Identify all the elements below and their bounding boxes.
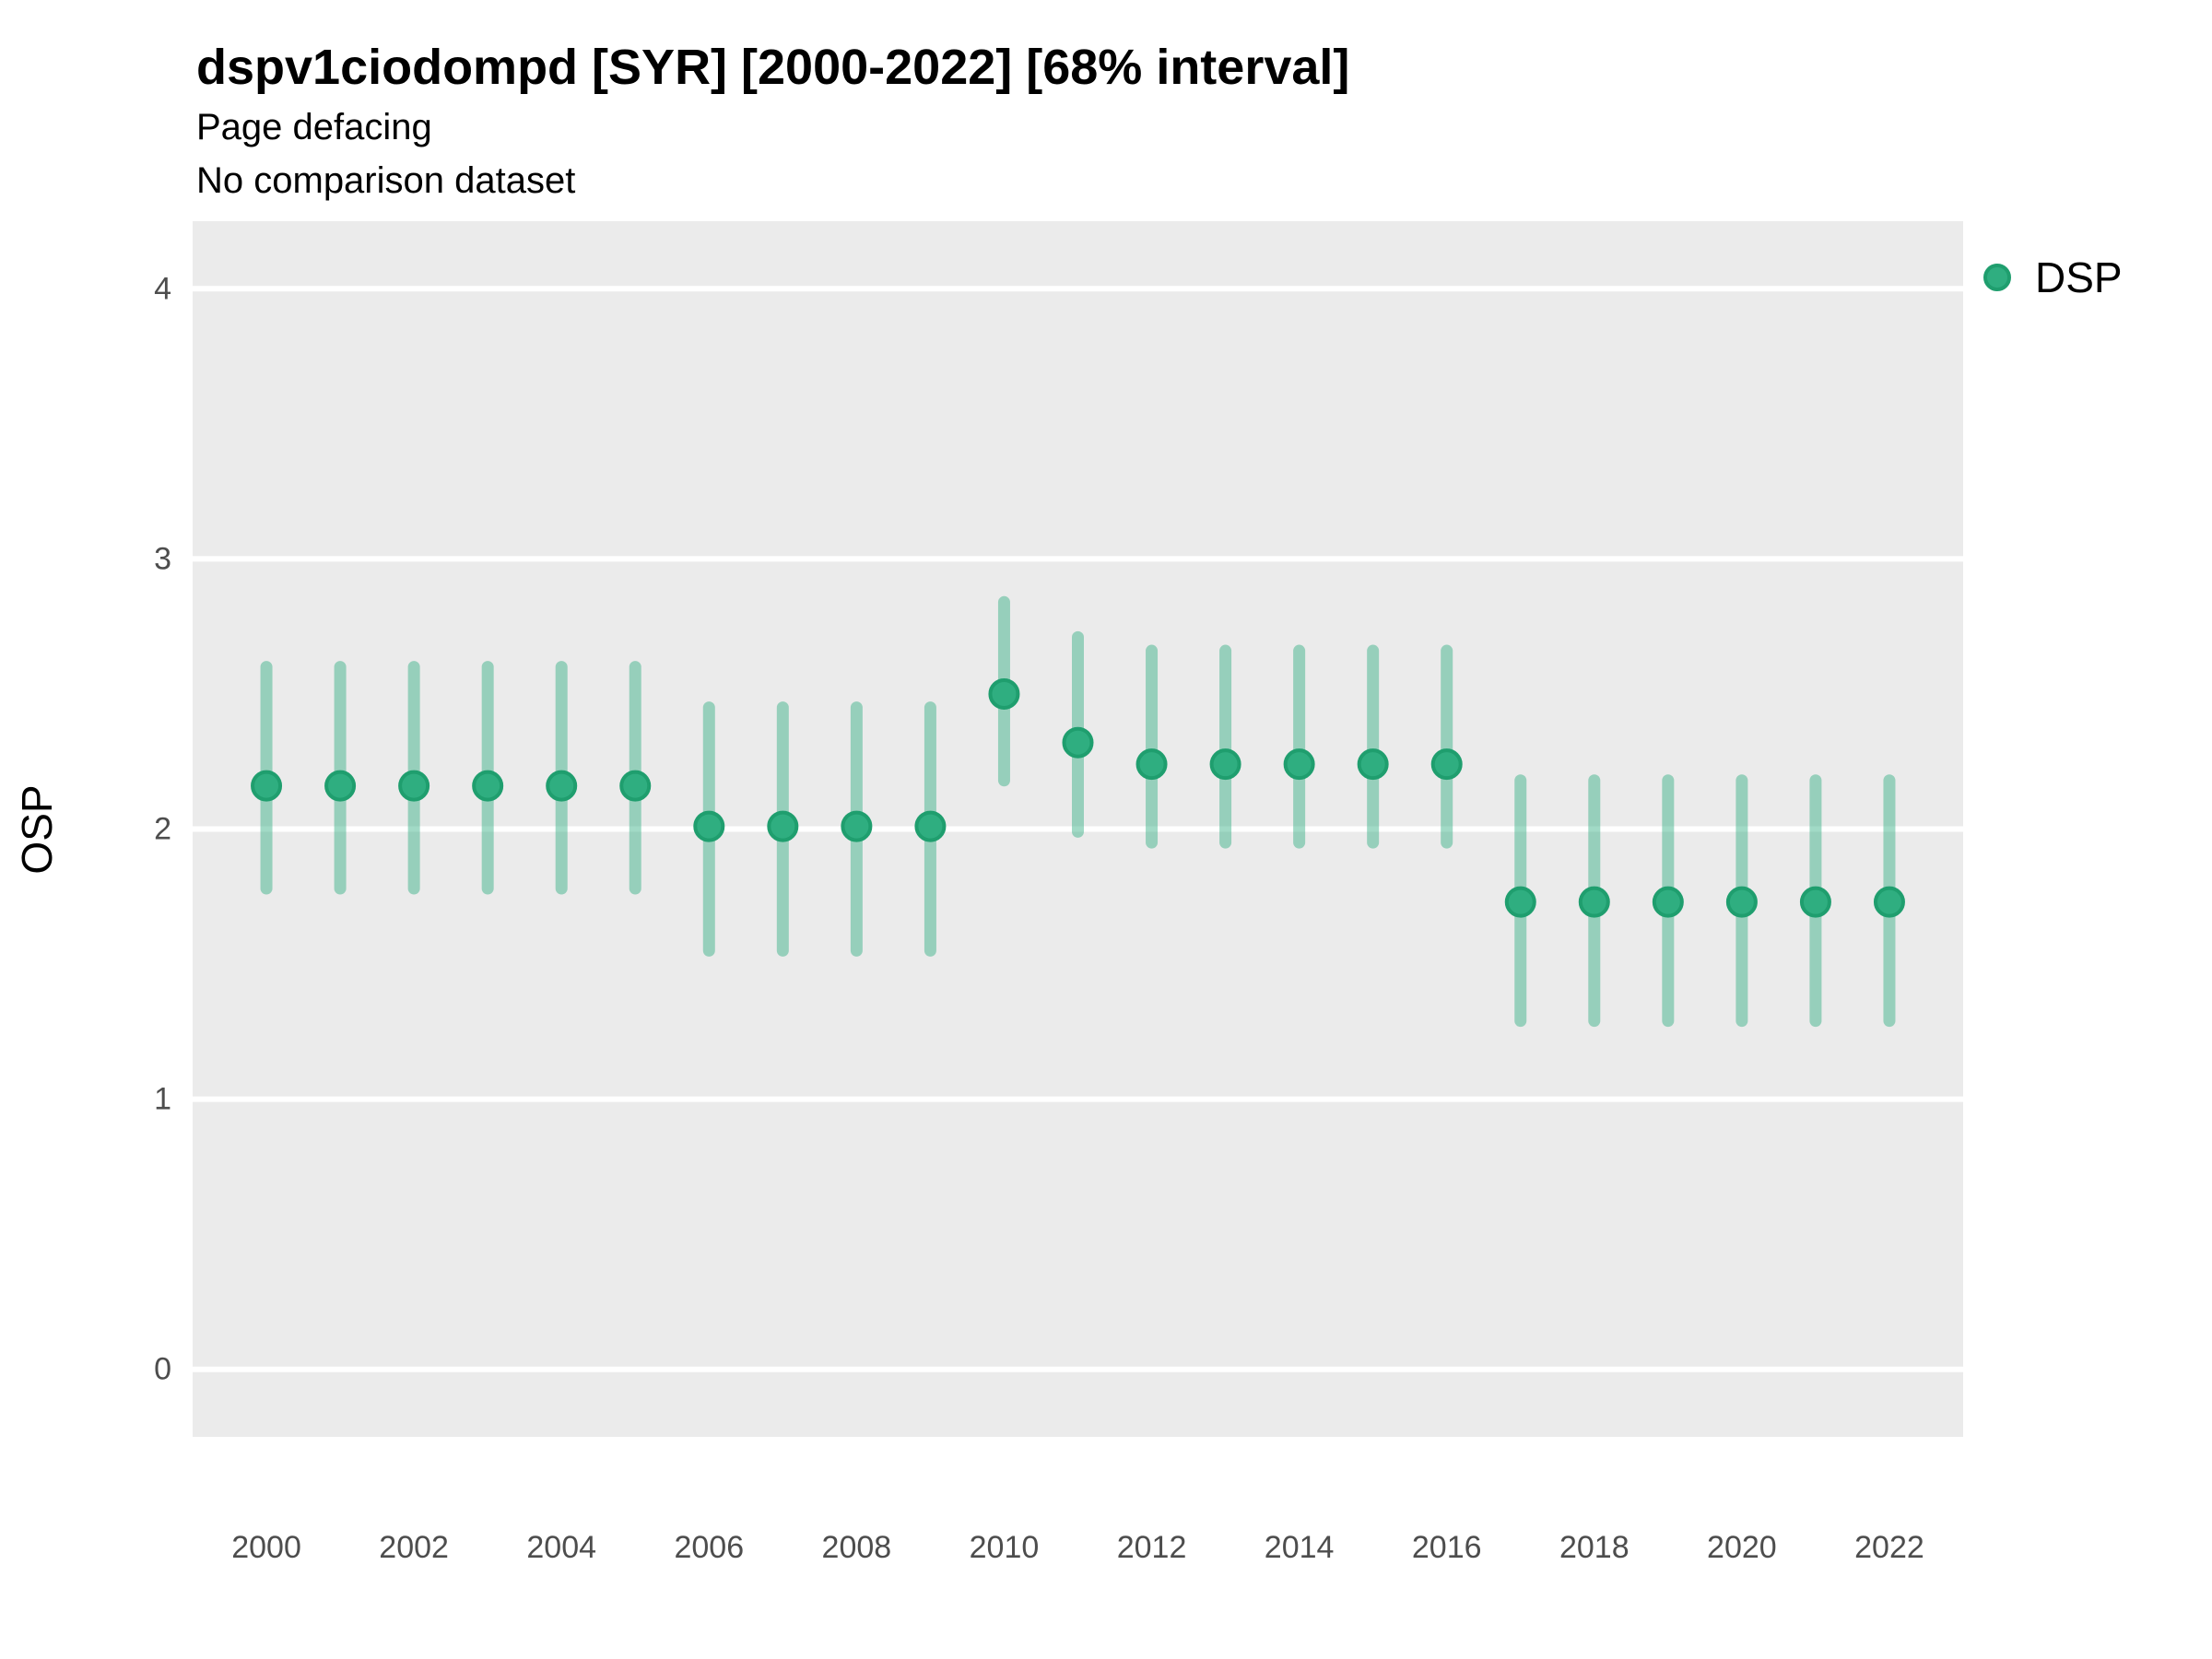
- data-point-2020: [1725, 886, 1758, 918]
- y-tick-label-1: 1: [154, 1082, 171, 1117]
- x-tick-label-2020: 2020: [1707, 1530, 1777, 1565]
- data-point-2013: [1209, 748, 1241, 781]
- data-point-2021: [1799, 886, 1831, 918]
- y-tick-label-4: 4: [154, 271, 171, 306]
- x-tick-label-2008: 2008: [822, 1530, 892, 1565]
- data-point-2002: [398, 770, 430, 802]
- chart-title: dspv1ciodompd [SYR] [2000-2022] [68% int…: [196, 40, 1350, 95]
- x-tick-label-2000: 2000: [231, 1530, 301, 1565]
- data-point-2016: [1430, 748, 1463, 781]
- legend-label: DSP: [2035, 253, 2123, 301]
- x-tick-label-2010: 2010: [970, 1530, 1040, 1565]
- data-point-2018: [1578, 886, 1610, 918]
- y-tick-label-0: 0: [154, 1352, 171, 1387]
- y-tick-label-3: 3: [154, 541, 171, 576]
- x-tick-label-2016: 2016: [1412, 1530, 1482, 1565]
- data-point-2022: [1873, 886, 1905, 918]
- data-point-2003: [472, 770, 504, 802]
- data-point-2011: [1062, 726, 1094, 759]
- x-tick-label-2002: 2002: [379, 1530, 449, 1565]
- data-point-2010: [988, 677, 1020, 710]
- data-point-2009: [914, 810, 947, 842]
- data-point-2001: [324, 770, 357, 802]
- legend-marker-icon: [1983, 264, 2011, 291]
- x-tick-label-2014: 2014: [1265, 1530, 1335, 1565]
- chart-note: No comparison dataset: [196, 160, 576, 201]
- x-tick-label-2004: 2004: [526, 1530, 596, 1565]
- x-tick-label-2012: 2012: [1117, 1530, 1187, 1565]
- data-point-2005: [619, 770, 652, 802]
- data-point-2017: [1504, 886, 1536, 918]
- data-point-2015: [1357, 748, 1389, 781]
- data-point-2012: [1135, 748, 1168, 781]
- x-tick-label-2006: 2006: [674, 1530, 744, 1565]
- data-point-2004: [546, 770, 578, 802]
- data-point-2000: [251, 770, 283, 802]
- legend: DSP: [1983, 253, 2123, 302]
- y-tick-label-2: 2: [154, 812, 171, 847]
- x-tick-label-2022: 2022: [1854, 1530, 1924, 1565]
- data-point-2014: [1283, 748, 1315, 781]
- data-point-2008: [841, 810, 873, 842]
- chart-subtitle: Page defacing: [196, 107, 432, 147]
- data-point-2006: [693, 810, 725, 842]
- x-tick-label-2018: 2018: [1559, 1530, 1630, 1565]
- data-point-2007: [767, 810, 799, 842]
- y-axis-title: OSP: [13, 784, 61, 874]
- data-point-2019: [1652, 886, 1684, 918]
